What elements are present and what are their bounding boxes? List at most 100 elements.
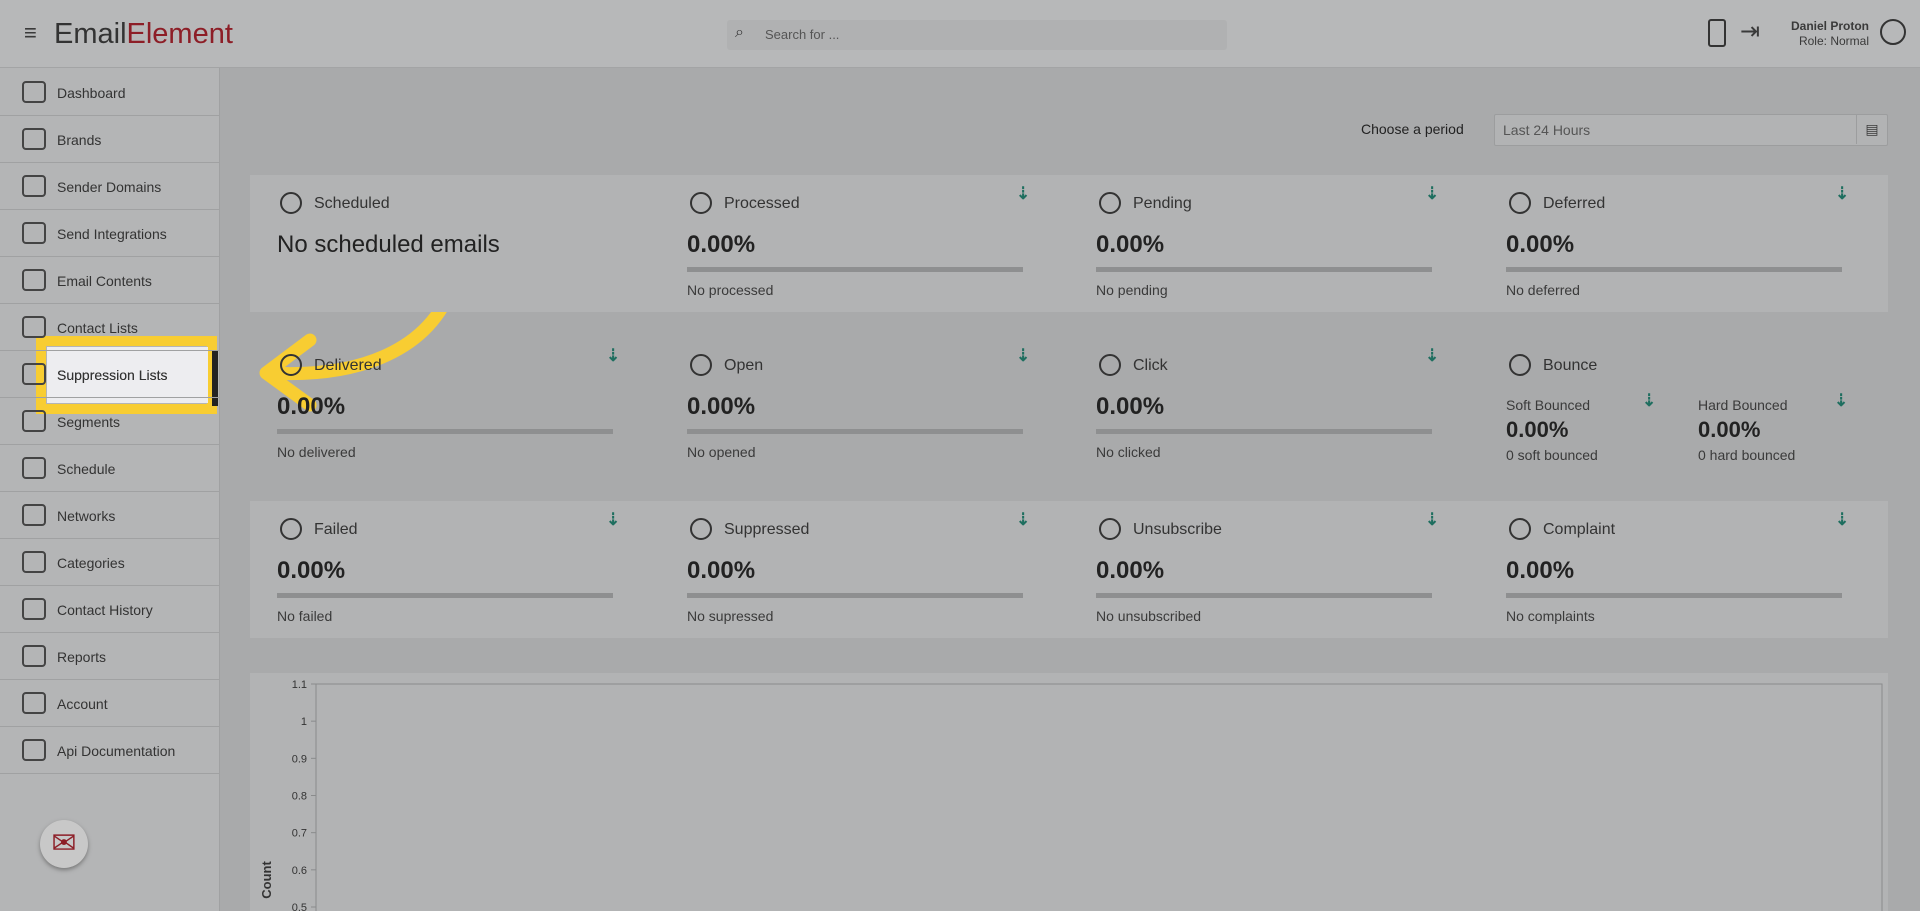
card-row: [250, 175, 1888, 312]
card-icon: [280, 192, 302, 214]
card-note: No delivered: [277, 444, 356, 460]
sort-icon: ⇣: [1016, 346, 1031, 365]
sort-icon: ⇣: [606, 346, 621, 365]
sidebar-item[interactable]: [0, 492, 219, 539]
card-title: Suppressed: [724, 521, 810, 538]
user-avatar[interactable]: [1880, 19, 1906, 45]
sub-title: Hard Bounced: [1698, 397, 1788, 413]
highlight-bg: [47, 347, 208, 403]
card-title: Scheduled: [314, 195, 390, 212]
sub-note: 0 hard bounced: [1698, 447, 1796, 463]
sub-value: 0.00%: [1698, 417, 1761, 442]
progress-bar: [1096, 593, 1432, 598]
sidebar-icon: [22, 128, 46, 150]
sidebar-label: Categories: [57, 555, 125, 571]
y-tick-label: 0.8: [292, 791, 307, 803]
period-select[interactable]: [1494, 114, 1888, 146]
sidebar-item[interactable]: [0, 445, 219, 492]
sort-icon: ⇣: [1425, 510, 1440, 529]
card-icon: [1099, 518, 1121, 540]
card-icon: [690, 192, 712, 214]
sidebar-item[interactable]: [0, 69, 219, 116]
card-note: No pending: [1096, 282, 1168, 298]
card-icon: [1099, 354, 1121, 376]
sidebar-label: Brands: [57, 132, 102, 148]
sidebar-label: Reports: [57, 649, 107, 665]
card-value: 0.00%: [1096, 557, 1165, 584]
arrow-head: [259, 333, 317, 412]
period-label: Choose a period: [1361, 121, 1464, 137]
sidebar-icon: [22, 598, 46, 620]
sidebar-item[interactable]: [0, 680, 219, 727]
sidebar-icon: [22, 692, 46, 714]
sidebar-icon: [22, 457, 46, 479]
sidebar-icon: [22, 739, 46, 761]
search-placeholder: Search for ...: [765, 27, 840, 42]
sidebar-label: Sender Domains: [57, 179, 162, 195]
sidebar-icon: [22, 222, 46, 244]
sidebar-label: Contact Lists: [57, 320, 138, 336]
sub-note: 0 soft bounced: [1506, 447, 1598, 463]
sidebar-item[interactable]: [0, 210, 219, 257]
period-value: Last 24 Hours: [1503, 122, 1591, 138]
card-value: 0.00%: [1096, 231, 1165, 258]
search-box[interactable]: [727, 20, 1227, 50]
sidebar-item[interactable]: [0, 727, 219, 774]
progress-bar: [687, 267, 1023, 272]
sidebar-item[interactable]: [0, 163, 219, 210]
card-value: 0.00%: [1506, 231, 1575, 258]
sort-icon: ⇣: [1016, 184, 1031, 203]
search-icon: ⌕: [735, 24, 744, 41]
y-tick-label: 1.1: [292, 679, 307, 691]
logo-part: Element: [126, 18, 233, 50]
sidebar-item[interactable]: [0, 304, 219, 351]
chart-panel: [250, 673, 1888, 911]
sidebar-item[interactable]: [0, 539, 219, 586]
card-value: 0.00%: [277, 393, 346, 420]
card-icon: [280, 354, 302, 376]
card-icon: [1509, 518, 1531, 540]
card-title: Click: [1133, 357, 1168, 374]
sidebar-item[interactable]: [0, 586, 219, 633]
card-note: No unsubscribed: [1096, 608, 1202, 624]
card-note: No opened: [687, 444, 756, 460]
user-role: Role: Normal: [1798, 34, 1869, 48]
sidebar-icon: [22, 316, 46, 338]
sidebar-item[interactable]: [0, 351, 219, 398]
sidebar-label: Schedule: [57, 461, 116, 477]
sidebar-item[interactable]: [0, 257, 219, 304]
card-icon: [1099, 192, 1121, 214]
card-value: 0.00%: [687, 557, 756, 584]
card-icon: [1509, 354, 1531, 376]
card-icon: [280, 518, 302, 540]
card-value: No scheduled emails: [277, 231, 500, 258]
user-name: Daniel Proton: [1790, 19, 1869, 33]
sort-icon: ⇣: [1425, 346, 1440, 365]
sidebar-icon: [22, 410, 46, 432]
sidebar-item[interactable]: [0, 398, 219, 445]
card-icon: [690, 518, 712, 540]
y-tick-label: 0.7: [292, 828, 307, 840]
card-title: Open: [724, 357, 764, 374]
card-title: Bounce: [1543, 357, 1598, 374]
card-value: 0.00%: [277, 557, 346, 584]
phone-icon[interactable]: [1708, 19, 1726, 47]
sidebar-icon: [22, 175, 46, 197]
y-axis-label: Count: [259, 861, 274, 899]
sidebar-label: Api Documentation: [57, 743, 176, 759]
progress-bar: [1506, 593, 1842, 598]
menu-icon[interactable]: ≡: [24, 20, 37, 45]
card-title: Pending: [1133, 195, 1192, 212]
card-icon: [690, 354, 712, 376]
card-row: [250, 501, 1888, 638]
exit-icon[interactable]: ⇥: [1740, 18, 1761, 45]
progress-bar: [1506, 267, 1842, 272]
sidebar-item[interactable]: [0, 116, 219, 163]
card-note: No processed: [687, 282, 774, 298]
calendar-icon[interactable]: ▤: [1856, 114, 1887, 144]
sort-icon: ⇣: [1835, 184, 1850, 203]
sidebar-item[interactable]: [0, 633, 219, 680]
sidebar-label: Segments: [57, 414, 121, 430]
highlight-label: Suppression Lists: [57, 367, 168, 383]
sidebar-label: Networks: [57, 508, 116, 524]
